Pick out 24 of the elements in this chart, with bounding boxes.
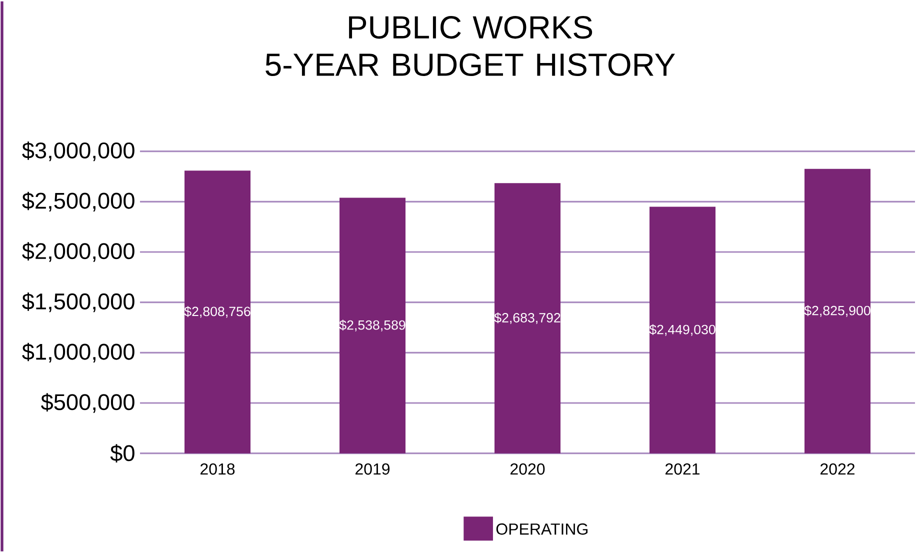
data-label: $2,683,792 [494,312,560,324]
x-tick-label: 2020 [510,464,545,475]
bar [340,198,406,454]
y-tick-label: $2,000,000 [22,242,134,262]
data-label: $2,825,900 [804,305,870,318]
bar [804,169,870,454]
bar [494,183,560,454]
chart-title: PUBLIC WORKS 5-YEAR BUDGET HISTORY [266,16,675,76]
y-tick-label: $3,000,000 [22,142,134,162]
bar [184,170,250,454]
x-tick-label: 2022 [820,464,854,475]
data-label: $2,449,030 [649,324,716,336]
x-tick-label: 2019 [356,464,390,475]
y-tick-label: $1,500,000 [22,292,134,312]
x-tick-label: 2021 [665,464,700,475]
data-label: $2,538,589 [339,320,406,332]
data-label: $2,808,756 [184,306,250,318]
y-tick-label: $500,000 [41,393,134,414]
y-tick-label: $2,500,000 [22,192,134,212]
legend-label: OPERATING [496,524,588,535]
x-tick-label: 2018 [200,464,235,475]
y-tick-label: $1,000,000 [22,343,134,363]
y-tick-label: $0 [110,444,134,463]
bar [649,206,716,454]
